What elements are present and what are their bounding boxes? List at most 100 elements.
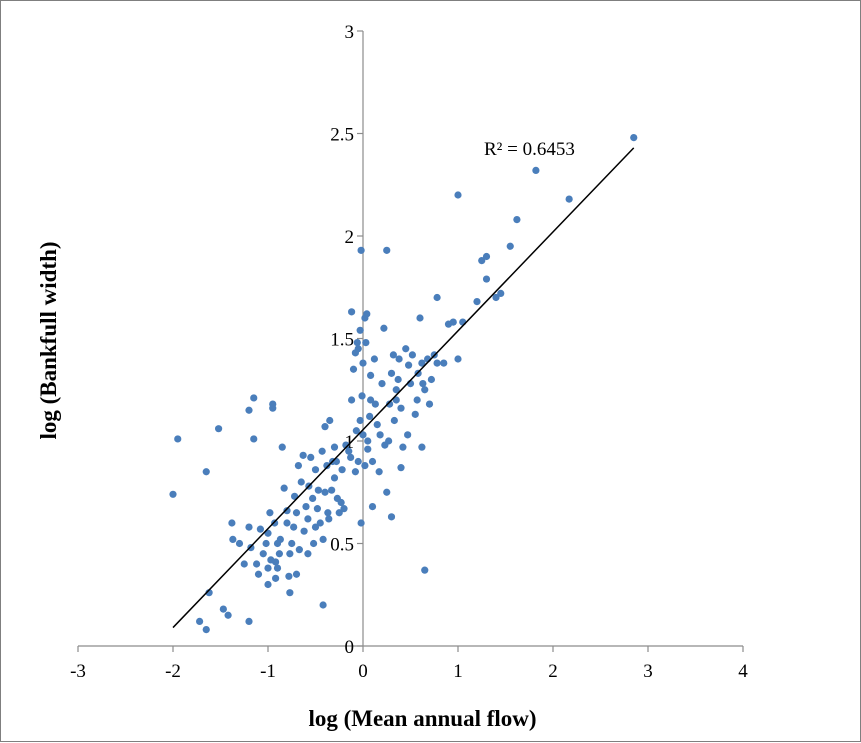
data-point: [324, 509, 332, 517]
data-point: [449, 318, 457, 326]
data-point: [433, 359, 441, 367]
data-point: [245, 617, 253, 626]
data-point: [353, 339, 361, 347]
data-point: [288, 539, 296, 548]
data-point: [266, 509, 274, 517]
data-point: [338, 466, 346, 474]
r-squared-label: R² = 0.6453: [484, 139, 575, 160]
data-point: [371, 400, 379, 408]
data-point: [224, 611, 232, 619]
x-tick-label: -3: [70, 661, 86, 682]
data-point: [292, 509, 301, 517]
y-tick-label: 1: [345, 432, 355, 453]
data-point: [330, 474, 339, 482]
data-point: [311, 523, 320, 531]
data-point: [366, 412, 374, 420]
x-tick-label: 3: [643, 661, 653, 682]
data-point: [326, 416, 334, 425]
data-point: [215, 425, 223, 433]
data-point: [354, 457, 362, 466]
trendline: [172, 147, 635, 629]
data-point: [361, 462, 369, 470]
data-point: [411, 410, 419, 418]
data-point: [427, 375, 435, 384]
data-point: [397, 404, 405, 412]
data-point: [219, 605, 227, 613]
data-point: [380, 324, 388, 332]
data-point: [352, 427, 360, 435]
data-point: [174, 435, 182, 443]
data-point: [228, 519, 236, 527]
data-point: [418, 443, 426, 451]
data-point: [240, 560, 248, 568]
data-point: [402, 345, 410, 353]
data-point: [319, 601, 327, 609]
data-point: [532, 166, 540, 174]
data-point: [506, 242, 514, 250]
x-tick-label: -2: [165, 661, 181, 682]
x-tick-label: 4: [738, 661, 748, 682]
x-tick-label: 2: [548, 661, 558, 682]
data-point: [364, 445, 372, 453]
data-point: [273, 564, 282, 572]
data-point: [373, 421, 381, 429]
data-point: [362, 339, 370, 347]
data-point: [245, 523, 253, 531]
data-point: [354, 345, 362, 353]
data-point: [309, 494, 317, 502]
data-point: [630, 134, 638, 142]
data-point: [283, 519, 291, 527]
data-point: [390, 416, 398, 425]
data-point: [368, 503, 377, 511]
data-point: [345, 447, 353, 455]
data-point: [250, 394, 258, 402]
data-point: [202, 626, 210, 634]
data-point: [387, 513, 396, 521]
data-point: [389, 351, 397, 359]
data-point: [302, 503, 310, 511]
data-point: [276, 535, 284, 544]
data-point: [370, 355, 378, 363]
data-point: [348, 396, 356, 404]
data-point: [286, 550, 294, 558]
data-point: [328, 486, 336, 494]
data-point: [367, 371, 375, 379]
x-axis-title: log (Mean annual flow): [308, 706, 536, 731]
data-point: [492, 293, 500, 302]
data-point: [202, 468, 210, 476]
data-point: [387, 369, 396, 377]
data-point: [286, 589, 294, 597]
data-point: [196, 617, 204, 626]
y-tick-label: 0.5: [330, 535, 354, 556]
data-point: [378, 380, 386, 388]
data-point: [256, 525, 264, 533]
data-point: [271, 519, 279, 527]
data-point: [405, 361, 413, 369]
data-point: [421, 566, 429, 574]
data-point: [264, 580, 272, 589]
data-point: [253, 560, 261, 568]
data-point: [375, 468, 383, 476]
data-point: [356, 416, 364, 425]
data-point: [399, 443, 407, 451]
data-point: [418, 359, 426, 367]
data-point: [357, 246, 365, 254]
data-point: [300, 527, 308, 535]
data-point: [259, 550, 267, 558]
data-point: [454, 191, 462, 199]
x-tick-label: -1: [260, 661, 276, 682]
data-point: [280, 484, 288, 492]
data-point: [395, 355, 403, 363]
axes: [78, 31, 743, 647]
data-points: [169, 134, 638, 634]
data-point: [325, 515, 333, 523]
data-point: [304, 550, 312, 558]
data-point: [310, 539, 318, 548]
data-point: [473, 298, 481, 306]
data-point: [376, 431, 384, 439]
data-point: [425, 400, 434, 408]
x-tick-label: 1: [453, 661, 463, 682]
data-point: [416, 314, 424, 322]
data-point: [359, 431, 367, 439]
